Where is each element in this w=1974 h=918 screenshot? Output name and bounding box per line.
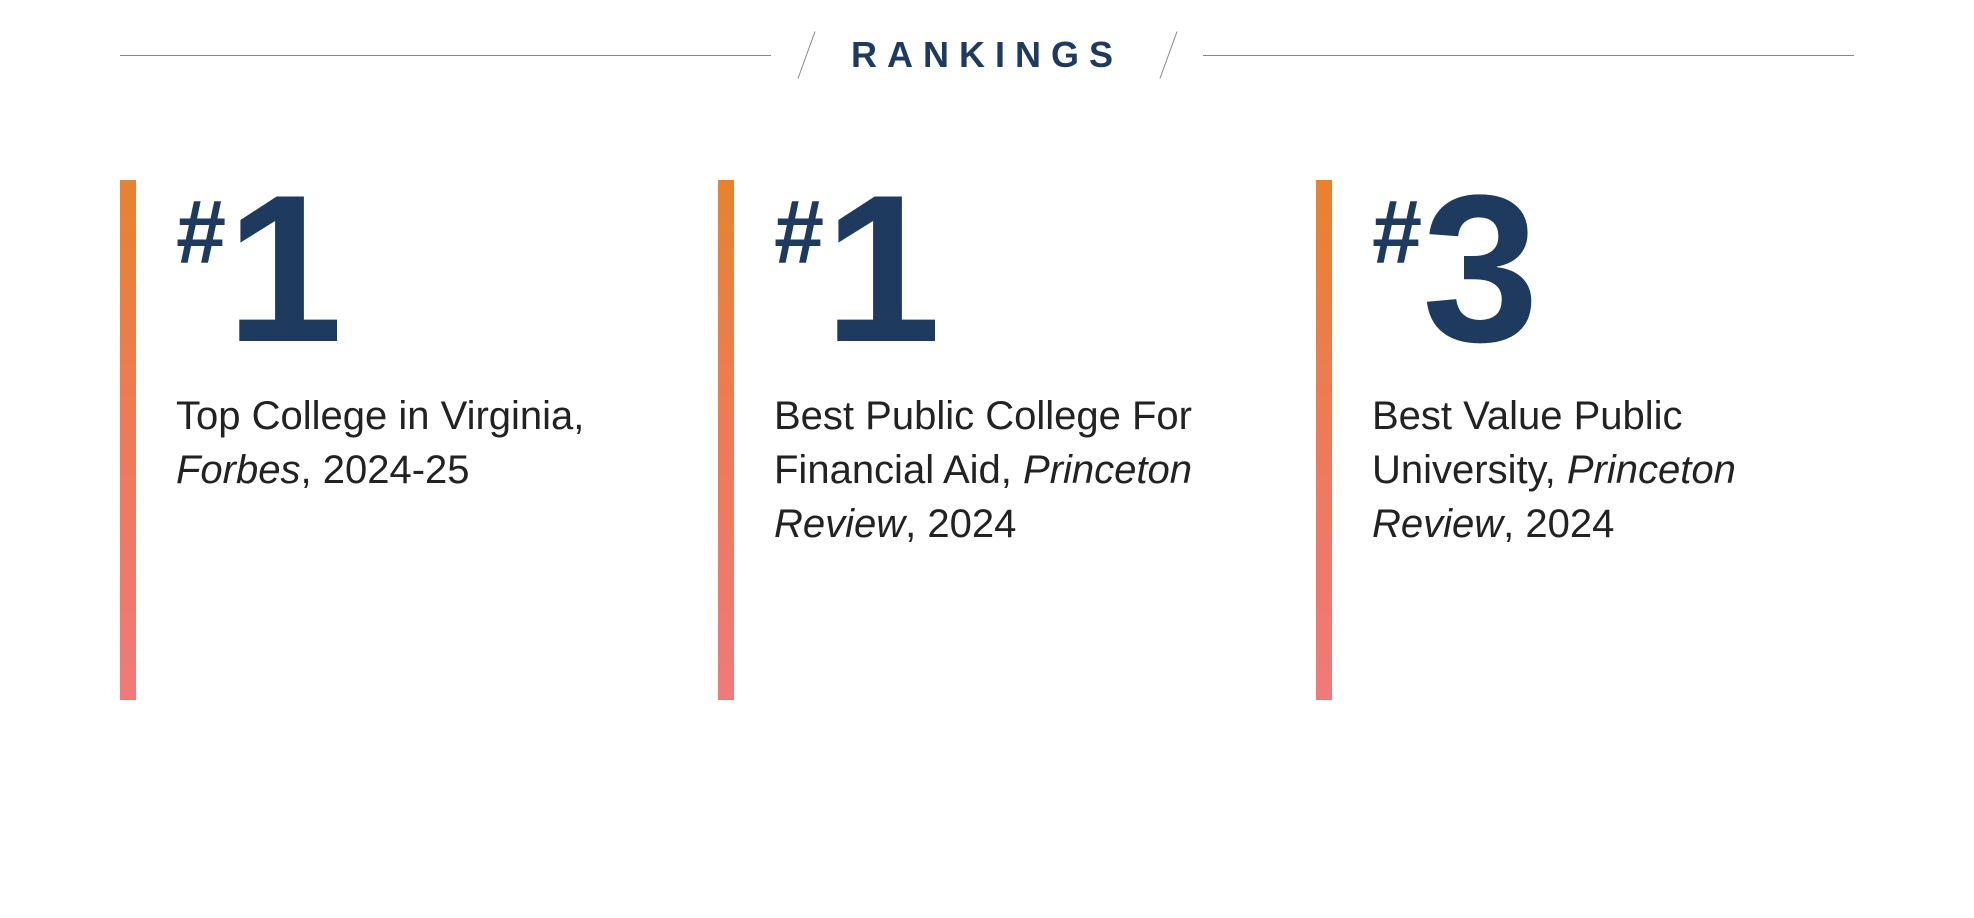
rank-number: 1 <box>824 180 935 359</box>
rank-number: 1 <box>226 180 337 359</box>
header-rule-right <box>1203 55 1854 56</box>
rank-description: Best Value Public University, Princeton … <box>1372 389 1854 551</box>
accent-bar <box>718 180 734 700</box>
rank-display: # 1 <box>774 180 1256 359</box>
desc-tail: , 2024 <box>1503 502 1614 546</box>
ranking-card: # 1 Best Public College For Financial Ai… <box>718 180 1256 700</box>
rank-hash: # <box>774 188 824 278</box>
rank-display: # 1 <box>176 180 658 359</box>
ranking-card: # 3 Best Value Public University, Prince… <box>1316 180 1854 700</box>
header-title: RANKINGS <box>821 34 1153 76</box>
rank-display: # 3 <box>1372 180 1854 359</box>
desc-tail: , 2024 <box>905 502 1016 546</box>
card-content: # 1 Top College in Virginia, Forbes, 202… <box>176 180 658 497</box>
card-content: # 1 Best Public College For Financial Ai… <box>774 180 1256 551</box>
rank-number: 3 <box>1422 180 1533 359</box>
desc-source: Forbes <box>176 448 301 492</box>
cards-container: # 1 Top College in Virginia, Forbes, 202… <box>0 80 1974 700</box>
slash-divider-right <box>1153 30 1183 80</box>
rank-hash: # <box>1372 188 1422 278</box>
desc-text: Top College in Virginia, <box>176 394 584 438</box>
desc-tail: , 2024-25 <box>301 448 470 492</box>
header-title-wrap: RANKINGS <box>771 30 1203 80</box>
accent-bar <box>1316 180 1332 700</box>
ranking-card: # 1 Top College in Virginia, Forbes, 202… <box>120 180 658 700</box>
rank-hash: # <box>176 188 226 278</box>
rank-description: Top College in Virginia, Forbes, 2024-25 <box>176 389 658 497</box>
rank-description: Best Public College For Financial Aid, P… <box>774 389 1256 551</box>
header-rule-left <box>120 55 771 56</box>
accent-bar <box>120 180 136 700</box>
slash-divider-left <box>791 30 821 80</box>
section-header: RANKINGS <box>0 0 1974 80</box>
card-content: # 3 Best Value Public University, Prince… <box>1372 180 1854 551</box>
